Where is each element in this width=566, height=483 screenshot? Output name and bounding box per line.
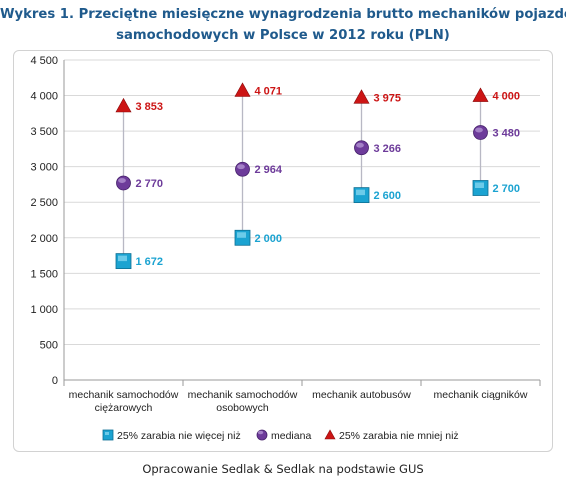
data-label: 3 975 <box>374 92 402 104</box>
y-tick-label: 2 000 <box>30 233 58 245</box>
y-tick-label: 1 000 <box>30 304 58 316</box>
x-category-label: ciężarowych <box>95 402 153 414</box>
legend-label: 25% zarabia nie mniej niż <box>339 430 459 442</box>
x-category-label: mechanik autobusów <box>312 389 411 401</box>
data-label: 2 600 <box>374 190 402 202</box>
data-label: 3 266 <box>374 143 402 155</box>
y-tick-label: 3 000 <box>30 162 58 174</box>
chart-title: Wykres 1. Przeciętne miesięczne wynagrod… <box>0 0 566 46</box>
data-label: 2 000 <box>255 233 283 245</box>
data-label: 2 964 <box>255 164 283 176</box>
chart-title-line-2: samochodowych w Polsce w 2012 roku (PLN) <box>116 28 450 43</box>
triangle-point <box>234 82 251 97</box>
data-label: 3 480 <box>493 128 521 140</box>
x-category-label: mechanik samochodów <box>188 389 298 401</box>
y-tick-label: 1 500 <box>30 268 58 280</box>
legend-label: 25% zarabia nie więcej niż <box>117 430 241 442</box>
y-tick-label: 4 000 <box>30 91 58 103</box>
circle-point <box>354 140 369 156</box>
data-label: 4 000 <box>493 91 521 103</box>
x-category-label: osobowych <box>216 402 269 414</box>
chart-frame <box>13 50 553 452</box>
square-point <box>115 253 132 270</box>
y-tick-label: 500 <box>40 339 58 351</box>
y-tick-label: 4 500 <box>30 55 58 67</box>
chart-title-line-1: Wykres 1. Przeciętne miesięczne wynagrod… <box>0 7 566 22</box>
circle-point <box>473 125 488 140</box>
circle-point <box>116 175 131 191</box>
data-label: 4 071 <box>255 86 283 98</box>
y-tick-label: 0 <box>52 375 58 387</box>
square-point <box>353 187 370 204</box>
data-label: 1 672 <box>136 256 164 268</box>
legend-label: mediana <box>271 430 311 442</box>
data-label: 2 700 <box>493 183 521 195</box>
square-point <box>234 229 251 246</box>
triangle-point <box>472 87 489 102</box>
triangle-point <box>353 89 370 104</box>
source-note: Opracowanie Sedlak & Sedlak na podstawie… <box>142 462 424 476</box>
circle-point <box>235 161 250 177</box>
y-tick-label: 3 500 <box>30 126 58 138</box>
x-category-label: mechanik ciągników <box>434 389 528 401</box>
legend-circle-icon <box>256 429 268 441</box>
triangle-point <box>115 97 132 113</box>
data-label: 3 853 <box>136 101 164 113</box>
legend-square-icon <box>102 429 114 441</box>
y-tick-label: 2 500 <box>30 197 58 209</box>
x-category-label: mechanik samochodów <box>69 389 179 401</box>
legend-triangle-icon <box>324 429 336 440</box>
data-label: 2 770 <box>136 178 164 190</box>
square-point <box>472 180 489 196</box>
